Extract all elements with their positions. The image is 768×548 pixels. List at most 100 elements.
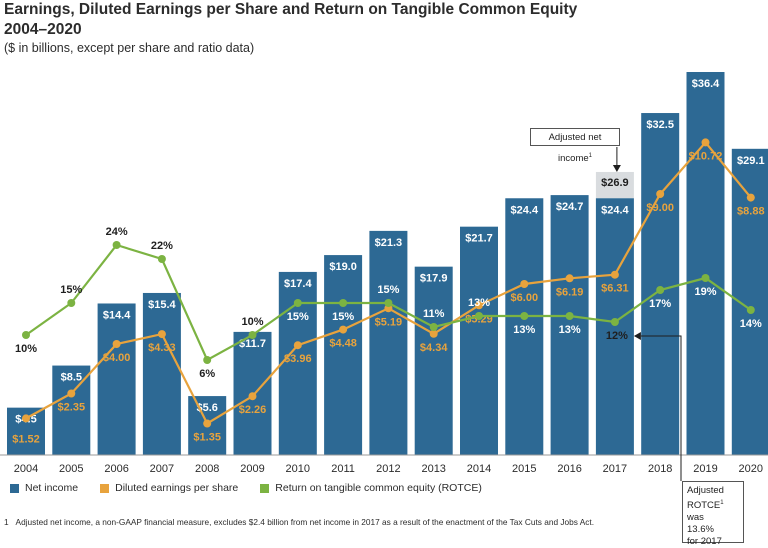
rotce-label: 12% — [606, 330, 628, 342]
eps-label: $1.52 — [12, 433, 40, 445]
rotce-point — [293, 299, 302, 307]
legend-swatch-rotce — [260, 483, 270, 493]
net-income-bar — [460, 226, 498, 455]
x-tick-label: 2016 — [557, 463, 581, 475]
eps-label: $4.48 — [329, 338, 357, 350]
rotce-label: 22% — [151, 240, 173, 252]
x-tick-label: 2018 — [648, 463, 672, 475]
net-income-bar — [641, 113, 680, 456]
legend-label-rotce: Return on tangible common equity (ROTCE) — [275, 482, 482, 494]
eps-point — [656, 190, 665, 198]
net-income-bar-label: $24.4 — [511, 204, 539, 216]
net-income-bar-label: $17.9 — [420, 273, 448, 285]
x-tick-label: 2004 — [14, 463, 38, 475]
adjusted-net-income-callout: Adjusted net income1 — [530, 128, 620, 164]
rotce-label: 13% — [468, 297, 490, 309]
rotce-point — [656, 286, 665, 294]
eps-point — [112, 340, 121, 348]
net-income-bar-label: $32.5 — [646, 119, 674, 131]
x-tick-label: 2019 — [693, 463, 717, 475]
x-tick-label: 2008 — [195, 463, 219, 475]
rotce-label: 19% — [694, 286, 716, 298]
rotce-point — [339, 299, 348, 307]
footnote-marker: 1 — [720, 500, 724, 506]
net-income-bar — [595, 198, 634, 455]
x-tick-label: 2009 — [240, 463, 264, 475]
eps-label: $2.35 — [58, 402, 86, 414]
adjusted-rotce-line2-suffix: was — [687, 512, 704, 524]
eps-label: $8.88 — [737, 206, 765, 218]
eps-label: $6.19 — [556, 286, 584, 298]
rotce-label: 15% — [60, 284, 82, 296]
net-income-bar-label: $19.0 — [329, 261, 357, 273]
rotce-label: 13% — [559, 324, 581, 336]
footnote-text: Adjusted net income, a non-GAAP financia… — [15, 517, 595, 527]
net-income-bar-label: $24.4 — [601, 204, 629, 216]
eps-label: $2.26 — [239, 404, 267, 416]
adjusted-rotce-line3: 13.6% — [687, 524, 714, 536]
adjusted-net-income-bar-segment — [595, 171, 634, 199]
adjusted-net-income-label: $26.9 — [601, 177, 629, 189]
net-income-bar-label: $14.4 — [103, 309, 131, 321]
net-income-bar-label: $21.3 — [375, 237, 403, 249]
x-tick-label: 2014 — [467, 463, 491, 475]
rotce-label: 13% — [513, 324, 535, 336]
eps-point — [203, 419, 212, 428]
rotce-label: 11% — [423, 308, 445, 320]
net-income-bar-label: $15.4 — [148, 299, 176, 311]
rotce-point — [565, 312, 574, 320]
eps-label: $1.35 — [193, 432, 221, 444]
x-tick-label: 2015 — [512, 463, 536, 475]
adjusted-rotce-line4: for 2017 — [687, 536, 722, 548]
eps-label: $4.33 — [148, 342, 176, 354]
x-tick-label: 2007 — [150, 463, 174, 475]
legend-swatch-net-income — [10, 483, 19, 493]
rotce-line-series: 10% 15% 24% 22% 6% 10% 15% 15% 15% 11% 13% 13% 13% 12… — [15, 226, 762, 380]
eps-line-series: $1.52 $2.35 $4.00 $4.33 $1.35 $2.26 $3.96 $4.48… — [12, 138, 765, 445]
rotce-label: 10% — [241, 316, 263, 328]
footnote-marker: 1 — [588, 153, 592, 159]
x-tick-label: 2010 — [286, 463, 310, 475]
x-axis-tick-labels: 2004 2005 2006 2007 2008 2009 2010 2011 2012 2013… — [14, 463, 763, 475]
x-tick-label: 2017 — [603, 463, 627, 475]
eps-point — [67, 389, 76, 398]
rotce-label: 10% — [15, 343, 37, 355]
net-income-bars — [7, 72, 768, 456]
rotce-label: 15% — [332, 311, 354, 323]
net-income-bar — [324, 255, 363, 455]
rotce-label: 15% — [287, 311, 309, 323]
rotce-point — [384, 299, 393, 307]
rotce-point — [520, 312, 529, 320]
rotce-point — [22, 331, 30, 339]
eps-point — [701, 138, 710, 147]
eps-point — [475, 301, 483, 310]
x-tick-label: 2013 — [421, 463, 445, 475]
rotce-label: 24% — [106, 226, 128, 238]
eps-point — [339, 325, 348, 334]
legend-item-rotce: Return on tangible common equity (ROTCE) — [260, 482, 482, 494]
legend-item-eps: Diluted earnings per share — [100, 482, 238, 494]
net-income-bar — [686, 72, 725, 455]
net-income-bar-label: $24.7 — [556, 201, 584, 213]
legend-label-eps: Diluted earnings per share — [115, 482, 239, 494]
net-income-bar — [414, 266, 453, 455]
adjusted-net-income-callout-text: Adjusted net income — [548, 132, 602, 165]
net-income-bar-label: $8.5 — [61, 372, 82, 384]
x-tick-label: 2012 — [376, 463, 400, 475]
eps-label: $6.31 — [601, 283, 629, 295]
rotce-point — [746, 306, 755, 314]
rotce-point — [67, 299, 76, 307]
rotce-label: 14% — [740, 318, 762, 330]
net-income-bar-label: $17.4 — [284, 278, 312, 290]
eps-point — [565, 274, 574, 283]
footnote-number: 1 — [4, 517, 9, 527]
net-income-bar-label: $11.7 — [239, 338, 266, 350]
legend-item-net-income: Net income — [10, 482, 78, 494]
eps-point — [520, 280, 529, 288]
eps-label: $3.96 — [284, 353, 312, 365]
x-tick-label: 2011 — [331, 463, 355, 475]
annotations — [612, 147, 682, 481]
adjusted-rotce-arrowhead — [633, 332, 641, 340]
rotce-point — [610, 318, 619, 326]
rotce-point — [701, 274, 710, 282]
